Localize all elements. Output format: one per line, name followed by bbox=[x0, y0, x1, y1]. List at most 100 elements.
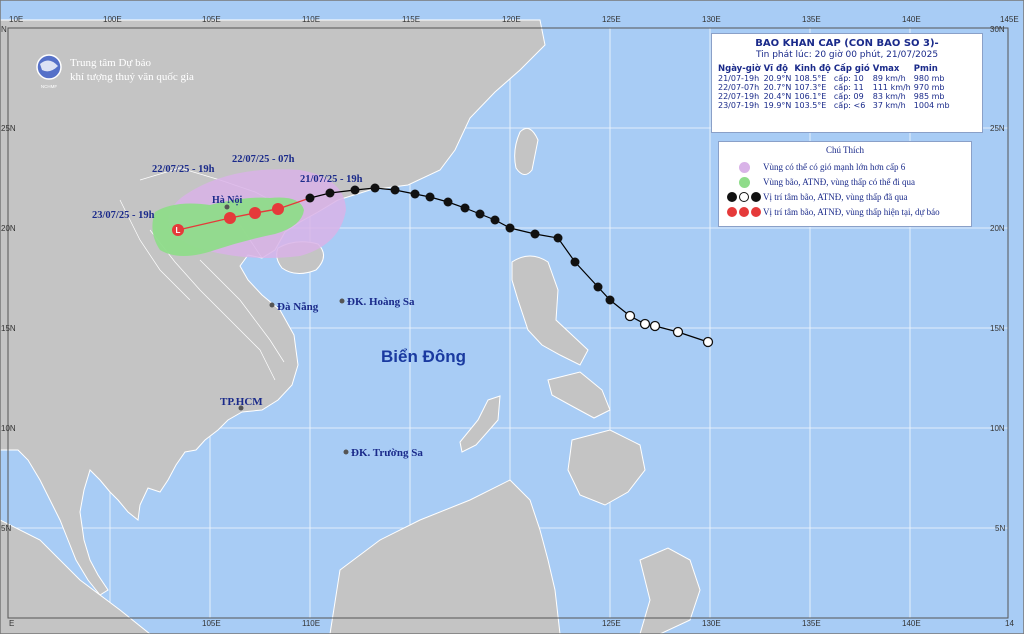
past-position bbox=[570, 257, 580, 267]
palawan-island bbox=[459, 395, 501, 453]
storm-forecast-icon bbox=[727, 207, 737, 217]
past-position bbox=[672, 326, 684, 338]
info-subtitle: Tin phát lúc: 20 giờ 00 phút, 21/07/2025 bbox=[755, 50, 939, 60]
tick-label: 145E bbox=[1000, 15, 1019, 24]
past-position bbox=[593, 282, 603, 292]
lon-ticks-top: 10E 100E 105E 110E 115E 120E 125E 130E 1… bbox=[9, 15, 1019, 24]
low-pressure-letter: L bbox=[176, 226, 181, 235]
tick-label: 30N bbox=[990, 25, 1005, 34]
table-cell: 20.4°N bbox=[763, 92, 792, 101]
danger-zone bbox=[152, 197, 304, 256]
taiwan-island bbox=[514, 127, 539, 175]
tick-label: 5N bbox=[1, 524, 11, 533]
legend-title: Chú Thích bbox=[825, 145, 865, 155]
table-cell: 20.7°N bbox=[763, 83, 792, 92]
past-position bbox=[350, 185, 360, 195]
tick-label: 110E bbox=[302, 619, 320, 628]
label-hcm: TP.HCM bbox=[220, 396, 263, 408]
table-cell: 21/07-19h bbox=[718, 74, 760, 83]
depression-icon bbox=[739, 192, 749, 202]
table-cell: 37 km/h bbox=[872, 101, 906, 110]
tick-label: 5N bbox=[995, 524, 1005, 533]
forecast-position bbox=[272, 203, 284, 215]
table-cell: cấp: <6 bbox=[833, 101, 866, 110]
past-position bbox=[649, 320, 661, 332]
column-header: Cấp gió bbox=[833, 64, 870, 74]
past-position bbox=[553, 233, 563, 243]
label-danang: Đà Nẵng bbox=[277, 301, 319, 313]
forecast-position bbox=[172, 224, 184, 236]
past-track-line bbox=[309, 187, 709, 343]
legend-item-label: Vị trí tâm bão, ATNĐ, vùng thấp đã qua bbox=[763, 192, 908, 202]
past-position bbox=[530, 229, 540, 239]
borneo-island bbox=[329, 479, 561, 634]
tick-label: 120E bbox=[502, 15, 521, 24]
luzon-island bbox=[511, 255, 589, 366]
tick-label: N bbox=[1, 25, 7, 34]
sumatra-island bbox=[0, 519, 151, 634]
visayas-islands bbox=[547, 371, 611, 419]
tick-label: 15N bbox=[1, 324, 16, 333]
legend-item-danger-zone: Vùng bão, ATNĐ, vùng thấp có thể đi qua bbox=[725, 175, 915, 189]
past-position bbox=[605, 295, 615, 305]
table-header-row: Ngày-giờ Vĩ độ Kinh độ Cấp gió Vmax Pmin bbox=[718, 64, 953, 74]
legend-item-label: Vùng có thể có gió mạnh lớn hơn cấp 6 bbox=[763, 162, 906, 172]
storm-icon bbox=[727, 192, 737, 202]
track-label-t3: 22/07/25 - 19h bbox=[152, 164, 215, 175]
past-position bbox=[639, 318, 651, 330]
table-row: 22/07-07h 20.7°N 107.3°E cấp: 11 111 km/… bbox=[718, 83, 953, 92]
past-position bbox=[305, 193, 315, 203]
label-bien-dong: Biển Đông bbox=[381, 347, 466, 366]
table-row: 21/07-19h 20.9°N 108.5°E cấp: 10 89 km/h… bbox=[718, 74, 953, 83]
forecast-positions: L bbox=[172, 203, 284, 236]
tick-label: 10E bbox=[9, 15, 23, 24]
table-cell: 108.5°E bbox=[794, 74, 827, 83]
hanoi-marker bbox=[224, 204, 230, 210]
past-position bbox=[425, 192, 435, 202]
forecast-table: Ngày-giờ Vĩ độ Kinh độ Cấp gió Vmax Pmin… bbox=[718, 64, 953, 110]
tick-label: 25N bbox=[990, 124, 1005, 133]
past-position bbox=[460, 203, 470, 213]
agency-name-line1: Trung tâm Dự báo bbox=[70, 57, 152, 69]
label-hanoi: Hà Nội bbox=[212, 195, 243, 206]
lon-ticks-bottom: E 105E 110E 125E 130E 135E 140E 14 bbox=[9, 619, 1014, 628]
hcm-marker bbox=[238, 405, 244, 411]
tick-label: 20N bbox=[1, 224, 16, 233]
table-cell: cấp: 09 bbox=[833, 92, 864, 101]
lat-ticks-left: N 25N 20N 15N 10N 5N bbox=[1, 25, 16, 533]
column-header: Ngày-giờ bbox=[718, 64, 761, 74]
legend-item-label: Vùng bão, ATNĐ, vùng thấp có thể đi qua bbox=[763, 177, 915, 187]
tick-label: 140E bbox=[902, 15, 921, 24]
forecast-position bbox=[249, 207, 261, 219]
column-header: Vĩ độ bbox=[763, 64, 788, 74]
table-cell: 22/07-07h bbox=[718, 83, 760, 92]
tick-label: 130E bbox=[702, 619, 721, 628]
legend-item-strong-wind: Vùng có thể có gió mạnh lớn hơn cấp 6 bbox=[725, 160, 905, 174]
tick-label: 10N bbox=[990, 424, 1005, 433]
lat-ticks-right: 30N 25N 20N 15N 10N 5N bbox=[990, 25, 1005, 533]
green-zone-icon bbox=[738, 176, 750, 188]
table-cell: 970 mb bbox=[913, 83, 945, 92]
table-cell: 985 mb bbox=[913, 92, 945, 101]
hoang-sa-marker bbox=[339, 298, 345, 304]
purple-zone-icon bbox=[738, 161, 750, 173]
table-cell: 980 mb bbox=[913, 74, 945, 83]
past-positions bbox=[305, 183, 615, 305]
label-truongsa: ĐK. Trường Sa bbox=[351, 447, 423, 459]
track-label-t2: 22/07/25 - 07h bbox=[232, 154, 295, 165]
past-position bbox=[624, 310, 636, 322]
tick-label: 135E bbox=[802, 619, 821, 628]
tick-label: 10N bbox=[1, 424, 16, 433]
tick-label: 135E bbox=[802, 15, 821, 24]
tick-label: 20N bbox=[990, 224, 1005, 233]
tick-label: 14 bbox=[1005, 619, 1014, 628]
low-forecast-icon bbox=[751, 207, 761, 217]
label-hoangsa: ĐK. Hoàng Sa bbox=[347, 296, 415, 308]
sulawesi-island bbox=[639, 547, 701, 634]
agency-logo: NCHMF Trung tâm Dự báo khí tượng thuỷ vă… bbox=[36, 54, 194, 89]
tick-label: 125E bbox=[602, 15, 621, 24]
past-position bbox=[443, 197, 453, 207]
past-position bbox=[325, 188, 335, 198]
column-header: Pmin bbox=[913, 64, 938, 74]
table-row: 23/07-19h 19.9°N 103.5°E cấp: <6 37 km/h… bbox=[718, 101, 953, 110]
